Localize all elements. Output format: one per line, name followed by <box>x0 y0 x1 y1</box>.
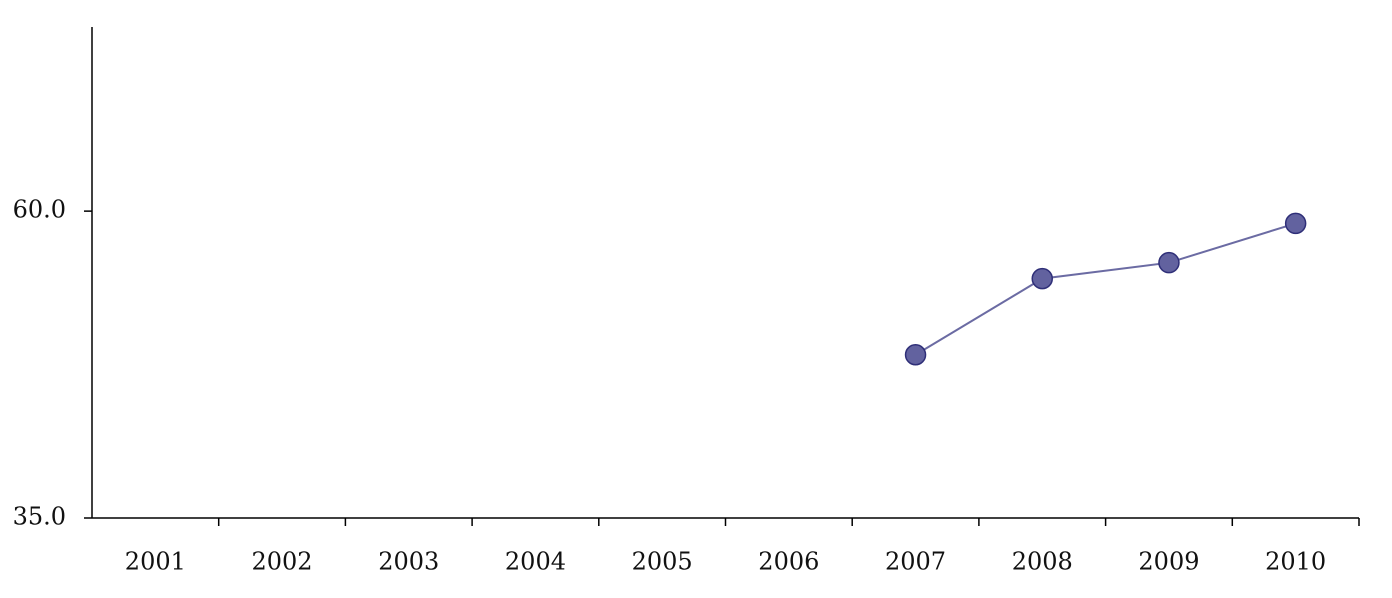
y-tick-label: 35.0 <box>13 503 66 531</box>
x-tick-label: 2010 <box>1265 548 1326 576</box>
x-tick-label: 2007 <box>885 548 946 576</box>
marker <box>904 343 927 366</box>
x-tick-label: 2006 <box>758 548 819 576</box>
x-tick-label: 2003 <box>378 548 439 576</box>
x-tick-label: 2004 <box>505 548 566 576</box>
x-tick-label: 2001 <box>125 548 186 576</box>
x-tick-label: 2005 <box>632 548 693 576</box>
x-tick-label: 2009 <box>1138 548 1199 576</box>
marker <box>1031 267 1053 290</box>
line <box>915 222 1296 356</box>
x-tick-label: 2008 <box>1012 548 1073 576</box>
x-tick-label: 2002 <box>252 548 313 576</box>
y-tick-label: 60.0 <box>13 196 66 224</box>
marker <box>1158 251 1180 274</box>
marker <box>1284 212 1307 235</box>
